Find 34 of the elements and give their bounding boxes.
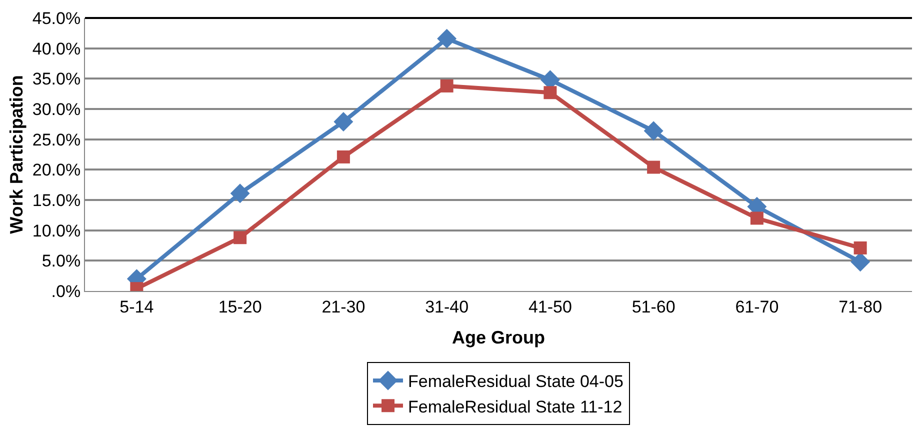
x-axis-title: Age Group	[452, 328, 545, 348]
y-tick-label: .0%	[51, 282, 81, 301]
x-tick-label: 31-40	[425, 297, 469, 316]
y-tick-label: 5.0%	[42, 252, 81, 271]
x-tick-label: 41-50	[528, 297, 572, 316]
y-tick-label: 30.0%	[32, 100, 81, 119]
point	[336, 150, 350, 164]
x-tick-label: 5-14	[120, 297, 154, 316]
y-tick-label: 45.0%	[32, 8, 81, 28]
y-tick-label: 15.0%	[32, 190, 81, 210]
point	[854, 241, 867, 254]
point	[750, 212, 764, 225]
legend-label: FemaleResidual State 04-05	[408, 372, 624, 392]
y-tick-label: 20.0%	[32, 160, 81, 180]
x-tick-label: 15-20	[218, 297, 262, 316]
point	[647, 160, 660, 174]
x-tick-label: 21-30	[322, 297, 366, 316]
x-tick-label: 51-60	[632, 297, 676, 316]
point	[230, 184, 250, 204]
point	[440, 79, 454, 92]
y-tick-label: 35.0%	[32, 70, 81, 89]
y-tick-label: 10.0%	[32, 221, 81, 240]
y-axis-title: Work Participation	[6, 75, 27, 234]
point	[850, 252, 870, 272]
point	[234, 231, 247, 244]
x-tick-label: 71-80	[838, 297, 882, 316]
y-tick-label: 25.0%	[32, 130, 81, 150]
point	[544, 86, 557, 100]
point	[644, 121, 664, 141]
point	[437, 28, 457, 48]
point	[334, 112, 354, 132]
legend-label: FemaleResidual State 11-12	[408, 397, 622, 416]
y-tick-label: 40.0%	[32, 39, 81, 58]
x-tick-label: 61-70	[735, 297, 779, 316]
